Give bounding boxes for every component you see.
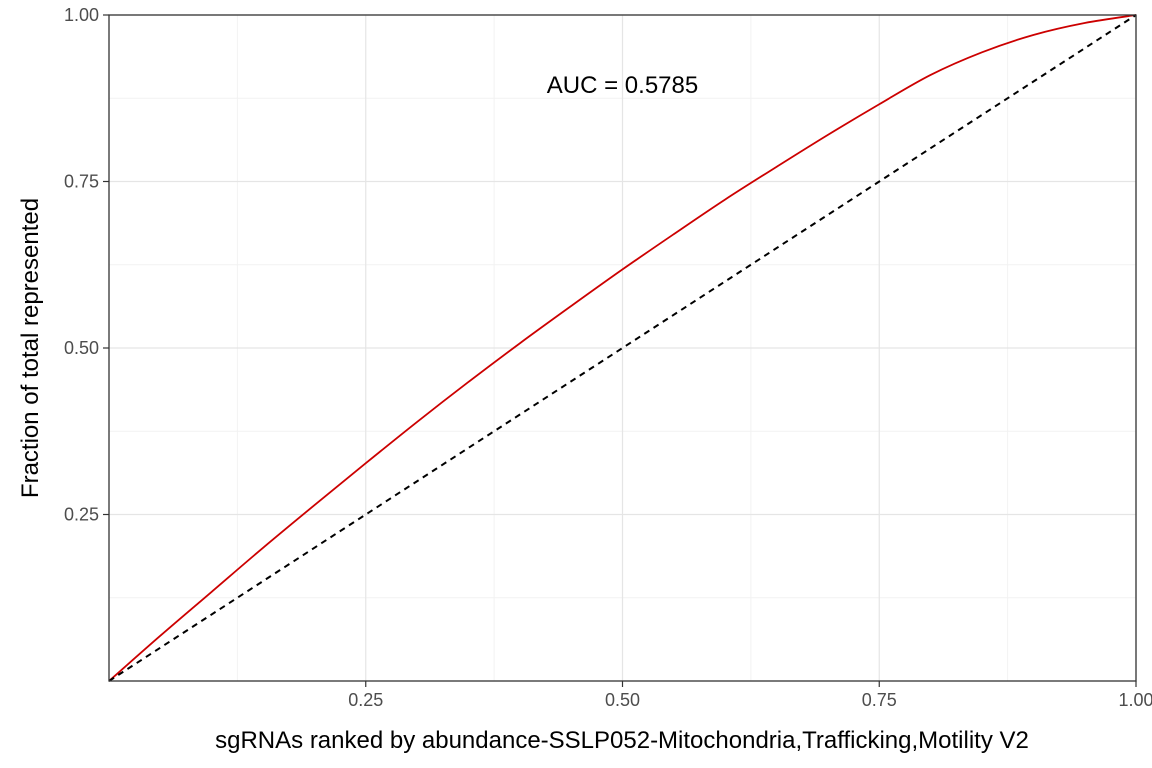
x-tick-label-0: 0.25	[348, 690, 383, 710]
cumulative-curve-line	[108, 14, 1137, 682]
x-tick-label-1: 0.50	[605, 690, 640, 710]
series-layer	[108, 14, 1137, 682]
y-tick-label-2: 0.75	[64, 172, 99, 192]
y-tick-label-0: 0.25	[64, 505, 99, 525]
x-tick-label-2: 0.75	[862, 690, 897, 710]
annotation-auc: AUC = 0.5785	[547, 72, 698, 99]
y-tick-label-3: 1.00	[64, 5, 99, 25]
x-axis-ticks: 0.25 0.50 0.75 1.00	[348, 681, 1152, 710]
y-axis-title: Fraction of total represented	[17, 198, 44, 498]
x-axis-title: sgRNAs ranked by abundance-SSLP052-Mitoc…	[215, 727, 1029, 754]
y-tick-label-1: 0.50	[64, 338, 99, 358]
y-axis-ticks: 0.25 0.50 0.75 1.00	[64, 5, 109, 525]
x-tick-label-3: 1.00	[1118, 690, 1152, 710]
